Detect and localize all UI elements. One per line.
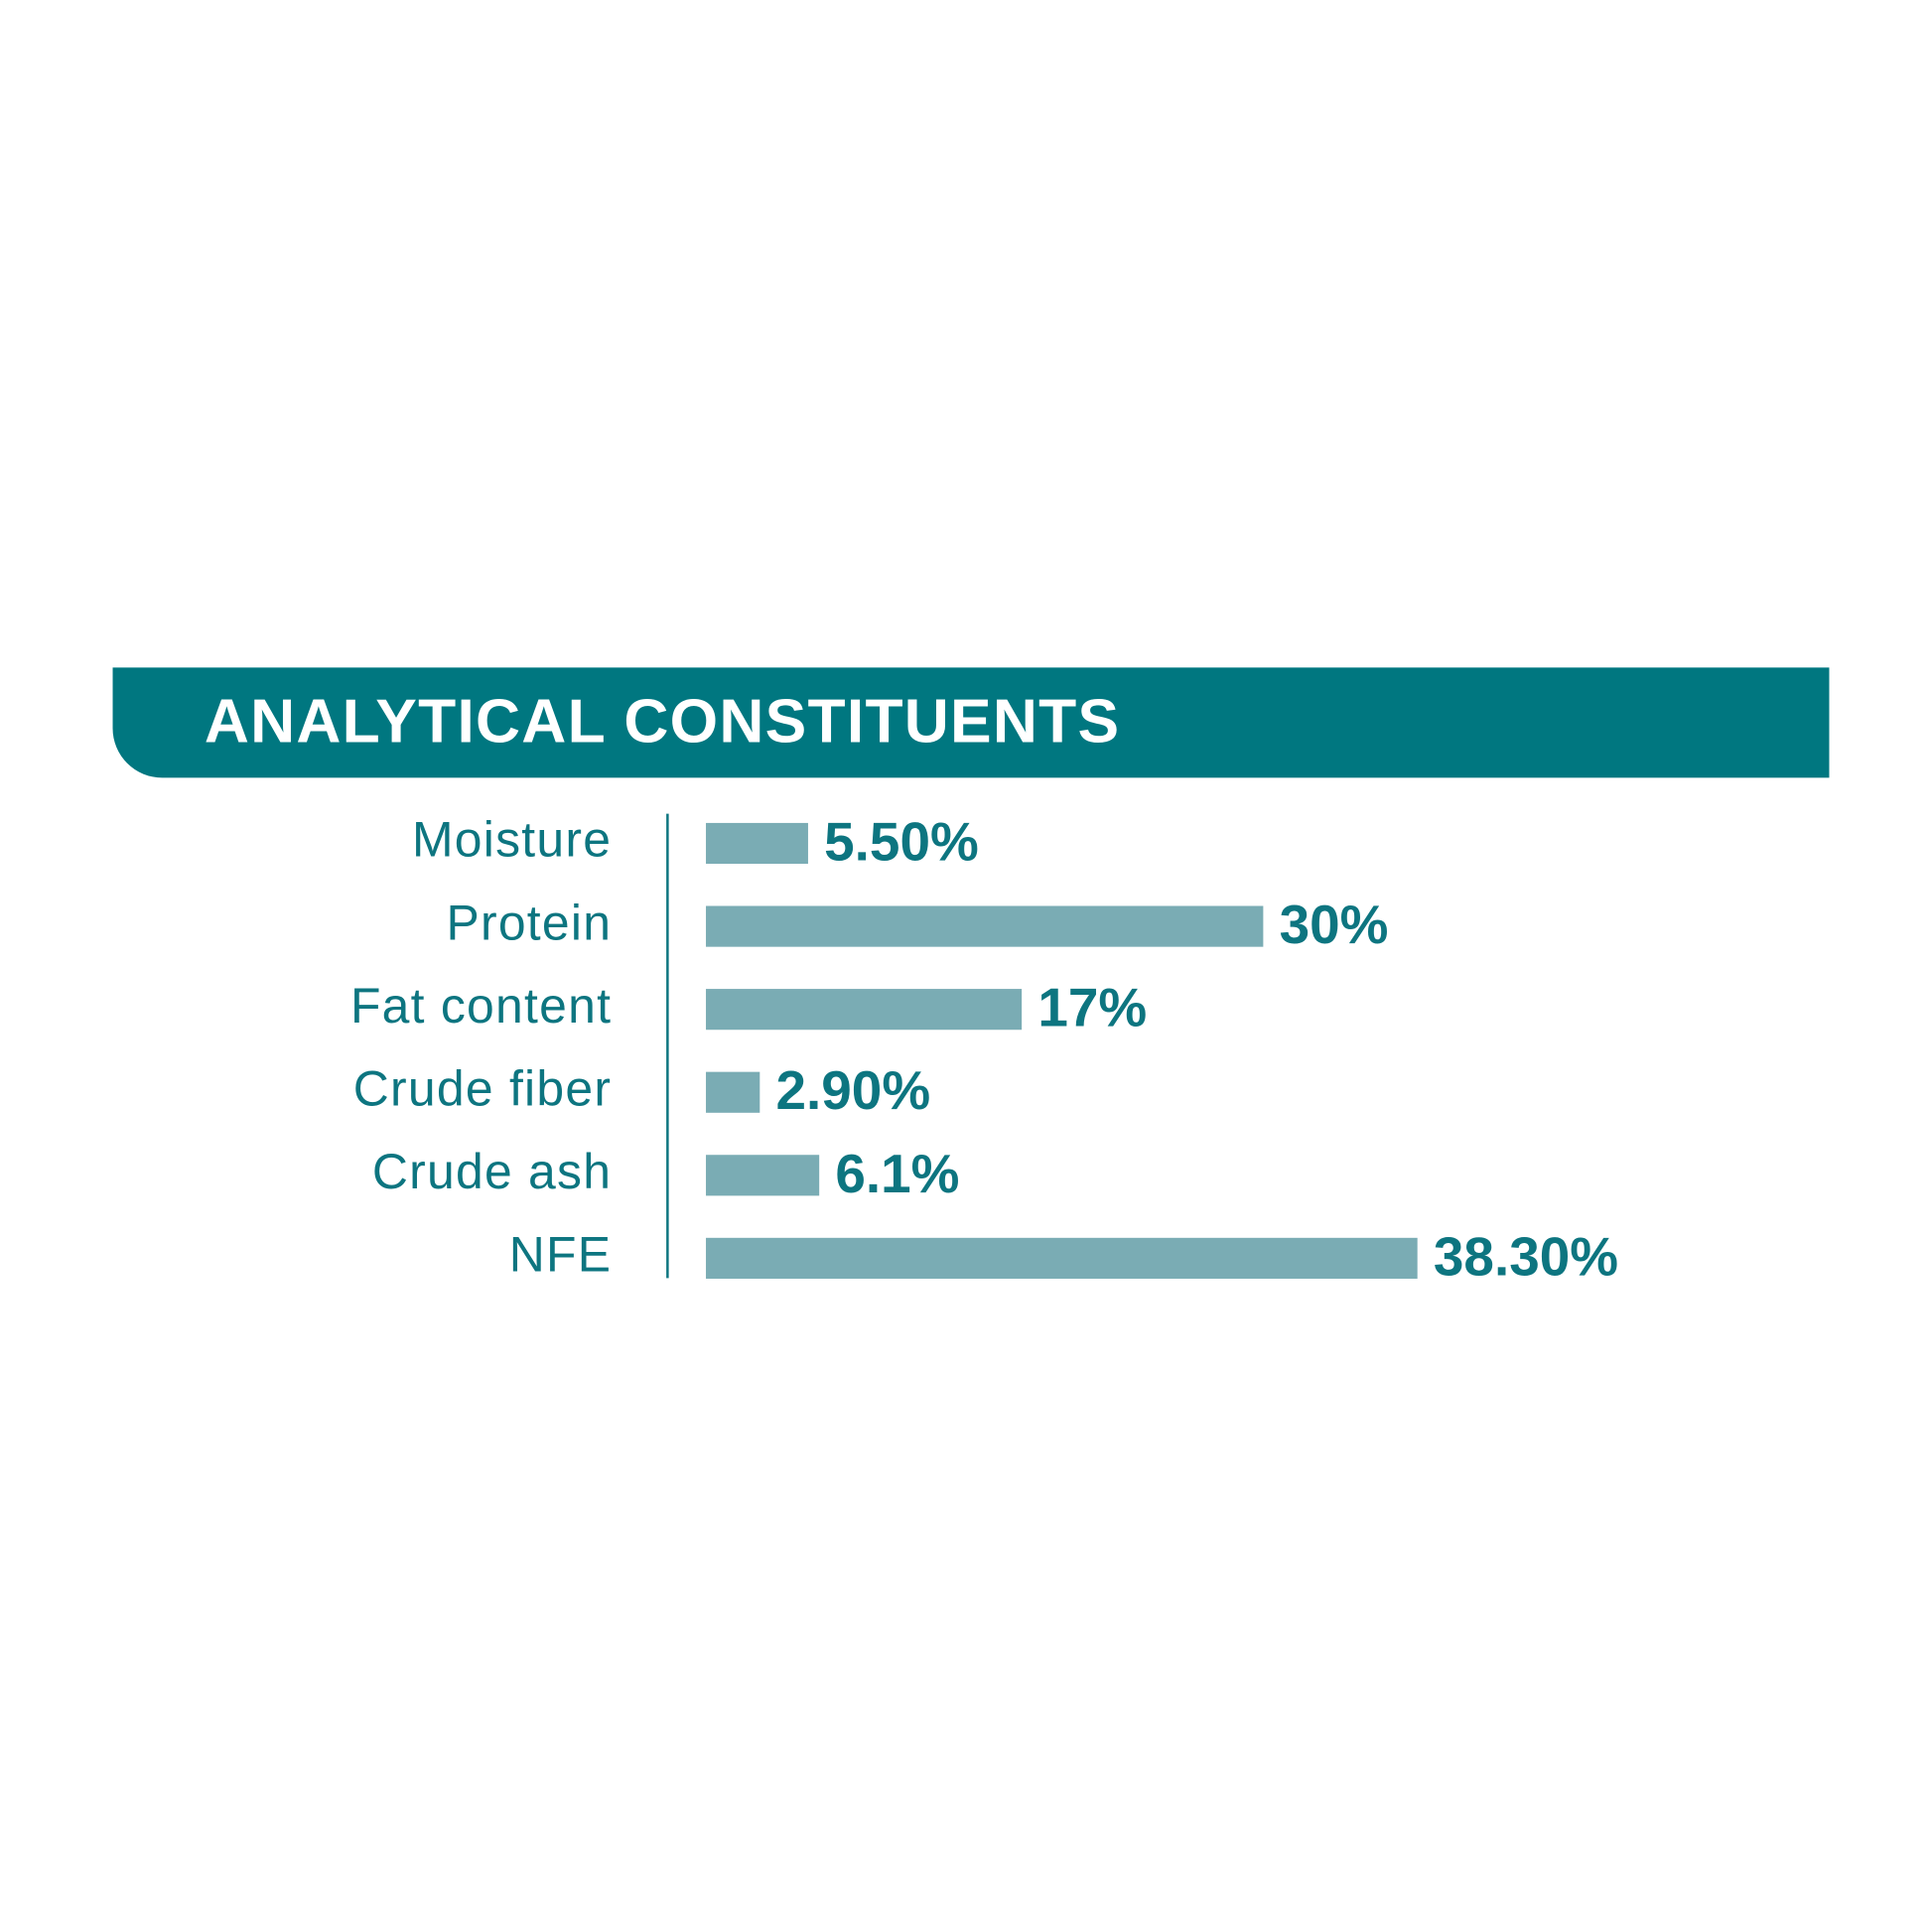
value-label: 17% bbox=[1037, 977, 1147, 1038]
category-label: Fat content bbox=[350, 978, 612, 1034]
category-label: Crude fiber bbox=[353, 1060, 612, 1116]
bar bbox=[706, 1155, 820, 1196]
category-label: Moisture bbox=[412, 812, 612, 868]
bar bbox=[706, 1237, 1418, 1279]
category-label: Crude ash bbox=[372, 1144, 612, 1199]
bar bbox=[706, 989, 1023, 1031]
bar bbox=[706, 905, 1264, 947]
category-label: NFE bbox=[509, 1227, 613, 1283]
value-label: 2.90% bbox=[776, 1059, 931, 1121]
value-label: 5.50% bbox=[824, 810, 979, 872]
value-label: 30% bbox=[1280, 894, 1389, 955]
title-banner bbox=[112, 667, 1830, 778]
chart-title: ANALYTICAL CONSTITUENTS bbox=[205, 687, 1121, 756]
bar bbox=[706, 822, 808, 865]
bar bbox=[706, 1071, 760, 1113]
value-label: 38.30% bbox=[1434, 1225, 1618, 1287]
category-label: Protein bbox=[446, 895, 612, 950]
value-label: 6.1% bbox=[835, 1143, 959, 1204]
